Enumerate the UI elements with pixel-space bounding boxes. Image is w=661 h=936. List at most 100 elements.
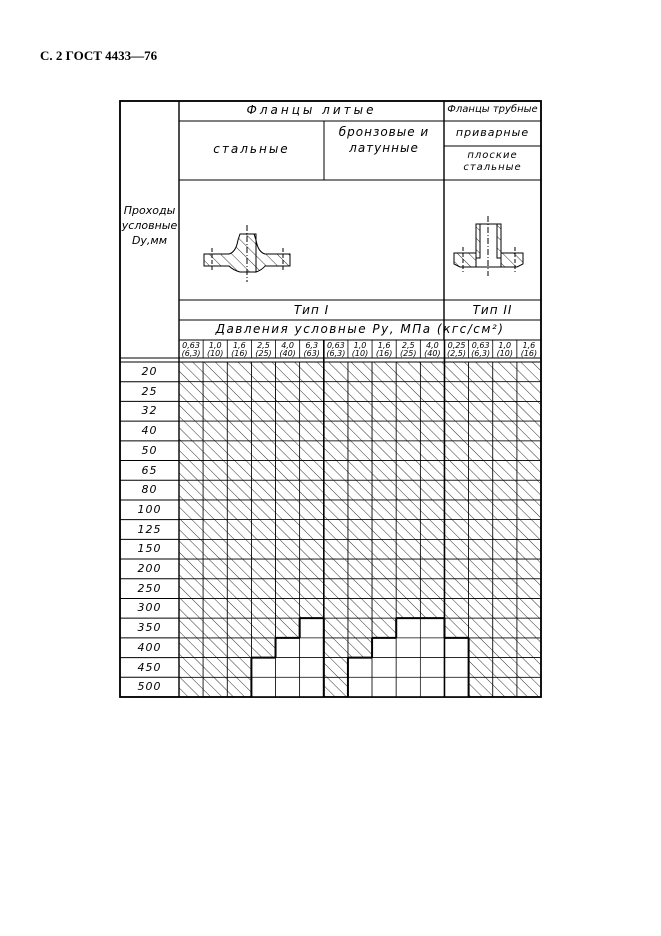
cell-applicable <box>299 460 325 481</box>
cell-applicable <box>347 420 373 442</box>
cell-not-applicable <box>299 657 325 678</box>
cell-applicable <box>275 381 301 402</box>
cast-flanges-header: Фланцы литые <box>246 103 377 117</box>
cell-applicable <box>275 539 301 560</box>
flat-steel-header-line2: стальные <box>463 162 522 173</box>
cell-applicable <box>516 519 542 540</box>
cell-applicable <box>251 617 276 639</box>
cell-applicable <box>395 519 421 540</box>
cell-applicable <box>226 420 252 442</box>
nominal-diameter-label: 500 <box>137 680 162 694</box>
cell-applicable <box>347 460 373 481</box>
cell-applicable <box>371 539 397 560</box>
cell-applicable <box>275 519 301 540</box>
pressure-mpa-label: 6,3 <box>305 341 319 350</box>
cell-applicable <box>492 361 518 383</box>
nominal-diameter-label: 150 <box>137 542 162 556</box>
cell-applicable <box>419 401 445 422</box>
cell-applicable <box>419 558 445 580</box>
stub-header-line2: условные <box>121 219 178 232</box>
cell-not-applicable <box>371 676 397 698</box>
nominal-diameter-label: 100 <box>137 502 162 516</box>
cell-applicable <box>492 519 518 540</box>
cell-applicable <box>492 539 518 560</box>
cell-applicable <box>468 361 494 383</box>
cell-applicable <box>444 479 469 501</box>
cell-applicable <box>468 578 494 599</box>
cell-applicable <box>516 460 542 481</box>
pressure-mpa-label: 2,5 <box>257 341 270 350</box>
cell-applicable <box>395 460 421 481</box>
cell-applicable <box>516 657 542 678</box>
cell-applicable <box>371 460 397 481</box>
cell-applicable <box>492 401 518 422</box>
pressure-mpa-label: 0,63 <box>182 341 200 350</box>
cell-applicable <box>395 361 421 383</box>
pressure-kgf-label: (40) <box>279 349 296 358</box>
cell-applicable <box>202 657 228 678</box>
cell-applicable <box>226 657 252 678</box>
cell-applicable <box>299 519 325 540</box>
cell-applicable <box>251 637 276 658</box>
cell-applicable <box>226 539 252 560</box>
cell-applicable <box>419 539 445 560</box>
cell-applicable <box>275 361 301 383</box>
nominal-diameter-label: 125 <box>137 522 162 536</box>
cell-applicable <box>444 519 469 540</box>
cell-applicable <box>202 578 228 599</box>
cell-applicable <box>251 420 276 442</box>
pressure-mpa-label: 1,0 <box>498 341 512 350</box>
cell-applicable <box>516 420 542 442</box>
cell-applicable <box>347 499 373 520</box>
cell-applicable <box>299 440 325 461</box>
cell-applicable <box>468 401 494 422</box>
cell-applicable <box>299 558 325 580</box>
nominal-diameter-label: 32 <box>141 404 158 418</box>
cell-applicable <box>516 361 542 383</box>
cell-applicable <box>178 657 204 678</box>
nominal-diameter-label: 50 <box>141 443 158 457</box>
cell-applicable <box>347 598 373 619</box>
cell-applicable <box>371 499 397 520</box>
cell-applicable <box>468 499 494 520</box>
cell-applicable <box>202 598 228 619</box>
cell-not-applicable <box>275 657 301 678</box>
cell-not-applicable <box>371 637 397 658</box>
cell-applicable <box>419 361 445 383</box>
cell-applicable <box>202 479 228 501</box>
cell-applicable <box>419 499 445 520</box>
cell-applicable <box>323 440 349 461</box>
cell-applicable <box>323 558 349 580</box>
pressure-mpa-label: 4,0 <box>426 341 439 350</box>
cell-not-applicable <box>419 657 445 678</box>
cell-applicable <box>323 539 349 560</box>
cell-applicable <box>395 479 421 501</box>
cell-applicable <box>226 401 252 422</box>
cell-applicable <box>371 361 397 383</box>
cell-applicable <box>323 637 349 658</box>
cell-applicable <box>178 460 204 481</box>
cell-applicable <box>347 361 373 383</box>
cell-applicable <box>468 676 494 698</box>
stub-header-line1: Проходы <box>123 204 176 217</box>
cell-applicable <box>251 381 276 402</box>
cell-applicable <box>444 558 469 580</box>
cell-applicable <box>251 440 276 461</box>
cell-applicable <box>178 440 204 461</box>
pressure-header: Давления условные Pу, МПа (кгс/см²) <box>215 322 505 336</box>
cell-applicable <box>275 578 301 599</box>
cell-not-applicable <box>444 637 469 658</box>
cell-applicable <box>395 381 421 402</box>
cell-applicable <box>419 460 445 481</box>
pressure-mpa-label: 0,25 <box>447 341 466 350</box>
cell-applicable <box>371 381 397 402</box>
cell-applicable <box>178 499 204 520</box>
cell-not-applicable <box>347 676 373 698</box>
cell-applicable <box>419 519 445 540</box>
cell-applicable <box>323 519 349 540</box>
cell-applicable <box>323 381 349 402</box>
bronze-header-line1: бронзовые и <box>338 125 430 139</box>
cell-applicable <box>202 499 228 520</box>
cell-applicable <box>395 598 421 619</box>
cell-applicable <box>371 479 397 501</box>
